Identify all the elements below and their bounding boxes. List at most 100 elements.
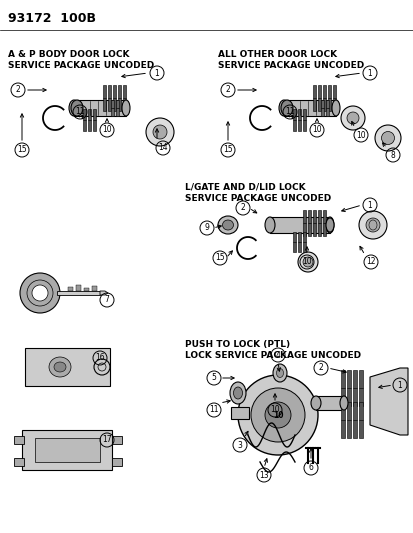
Ellipse shape (310, 396, 320, 410)
Bar (352, 420, 356, 438)
Text: 17: 17 (102, 435, 112, 445)
Text: 1: 1 (396, 381, 401, 390)
Bar (112, 458, 122, 466)
Text: 1: 1 (367, 69, 371, 77)
Circle shape (20, 273, 60, 313)
Text: 11: 11 (285, 108, 294, 117)
Bar (116, 100, 119, 108)
Bar (346, 388, 350, 406)
Ellipse shape (218, 216, 237, 234)
Text: 93172  100B: 93172 100B (8, 12, 96, 25)
Bar (93, 120, 96, 131)
Text: 13: 13 (259, 471, 268, 480)
Bar (298, 120, 301, 131)
Bar (112, 436, 122, 444)
Circle shape (250, 388, 304, 442)
Bar (118, 98, 121, 111)
Ellipse shape (272, 364, 286, 382)
Ellipse shape (230, 382, 245, 404)
Text: 10: 10 (301, 257, 311, 266)
Bar (308, 223, 311, 236)
Ellipse shape (358, 211, 386, 239)
Bar (318, 210, 321, 223)
Bar (326, 100, 329, 108)
Bar (308, 210, 311, 223)
Ellipse shape (365, 218, 379, 232)
Text: 1: 1 (154, 69, 159, 77)
Text: 15: 15 (215, 254, 224, 262)
Bar (303, 109, 306, 120)
Bar (318, 98, 321, 111)
Bar (118, 85, 121, 98)
Bar (328, 85, 331, 98)
Text: 14: 14 (158, 143, 167, 152)
Text: A & P BODY DOOR LOCK: A & P BODY DOOR LOCK (8, 50, 129, 59)
Text: 10: 10 (272, 410, 282, 419)
Ellipse shape (153, 125, 166, 139)
Ellipse shape (325, 218, 333, 232)
Bar (340, 370, 344, 388)
Text: 2: 2 (225, 85, 230, 94)
Text: 2: 2 (318, 364, 323, 373)
Ellipse shape (278, 100, 288, 116)
Bar (313, 223, 316, 236)
Bar (103, 98, 106, 111)
Ellipse shape (374, 125, 400, 151)
Text: 8: 8 (390, 150, 394, 159)
Bar (318, 85, 321, 98)
Ellipse shape (69, 100, 79, 116)
Bar (83, 109, 86, 120)
Bar (293, 109, 296, 120)
Ellipse shape (340, 106, 364, 130)
Bar (68, 287, 73, 291)
Ellipse shape (331, 100, 339, 116)
Bar (116, 108, 119, 116)
Bar (321, 100, 324, 108)
Ellipse shape (49, 357, 71, 377)
Bar (321, 108, 324, 116)
Bar (313, 210, 316, 223)
Bar (323, 210, 326, 223)
Text: 10: 10 (102, 125, 112, 134)
Bar (22, 430, 112, 470)
Bar (88, 120, 91, 131)
Ellipse shape (54, 362, 66, 372)
Bar (76, 285, 81, 291)
Text: 10: 10 (355, 131, 365, 140)
Bar (269, 217, 329, 233)
Bar (352, 370, 356, 388)
Bar (14, 436, 24, 444)
Bar (323, 85, 326, 98)
Ellipse shape (302, 257, 312, 267)
Ellipse shape (346, 112, 358, 124)
Circle shape (32, 285, 48, 301)
Text: 1: 1 (367, 200, 371, 209)
Bar (14, 458, 24, 466)
Ellipse shape (71, 100, 83, 116)
Bar (326, 108, 329, 116)
Bar (88, 109, 91, 120)
Bar (123, 85, 126, 98)
Ellipse shape (222, 220, 233, 230)
Bar (346, 370, 350, 388)
Text: SERVICE PACKAGE UNCODED: SERVICE PACKAGE UNCODED (8, 61, 154, 70)
Ellipse shape (276, 368, 283, 377)
Bar (340, 388, 344, 406)
Bar (298, 109, 301, 120)
Circle shape (237, 375, 317, 455)
Bar (328, 98, 331, 111)
Bar (358, 370, 362, 388)
Bar (111, 100, 114, 108)
Bar (352, 402, 356, 420)
Ellipse shape (297, 252, 317, 272)
Text: 12: 12 (366, 257, 375, 266)
Text: SERVICE PACKAGE UNCODED: SERVICE PACKAGE UNCODED (185, 194, 330, 203)
Text: 2: 2 (16, 85, 20, 94)
Bar (108, 98, 111, 111)
Bar (293, 120, 296, 131)
Bar (113, 85, 116, 98)
Bar (103, 85, 106, 98)
Bar (303, 120, 306, 131)
Bar (303, 242, 306, 252)
Bar (358, 402, 362, 420)
